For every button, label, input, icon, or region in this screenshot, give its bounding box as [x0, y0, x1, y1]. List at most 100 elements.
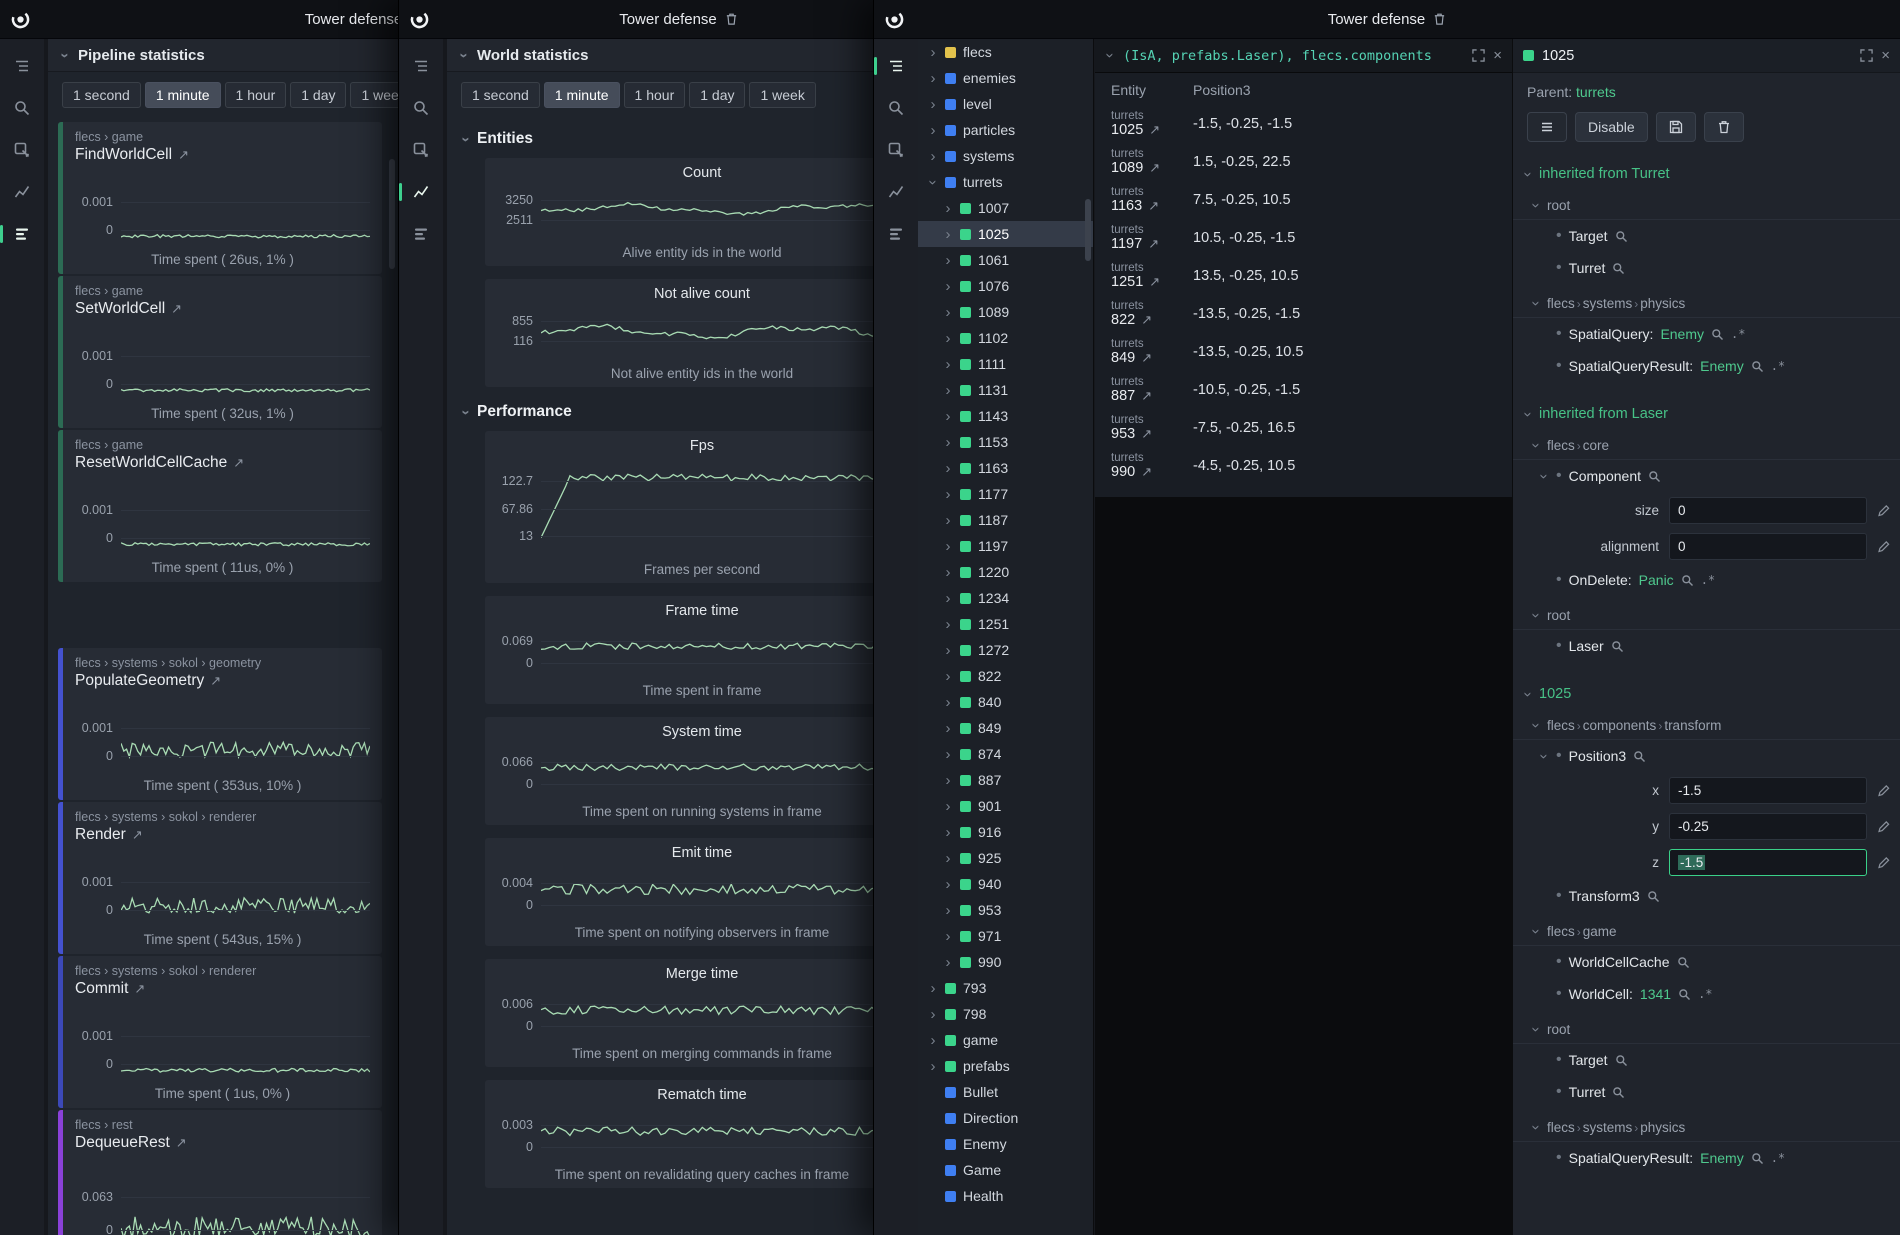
system-name-link[interactable]: PopulateGeometry↗: [75, 672, 370, 690]
entity-link[interactable]: 1197: [1111, 236, 1142, 252]
inspector-section-header[interactable]: › 1025: [1513, 682, 1900, 706]
system-name-link[interactable]: SetWorldCell↗: [75, 300, 370, 318]
search-icon[interactable]: [1751, 1152, 1764, 1165]
chevron-right-icon[interactable]: ›: [943, 747, 953, 762]
tree-item[interactable]: › 990: [918, 949, 1093, 975]
component-value-link[interactable]: Enemy: [1660, 326, 1704, 342]
search-icon[interactable]: [1647, 890, 1660, 903]
chevron-right-icon[interactable]: ›: [943, 201, 953, 216]
component-value-link[interactable]: Enemy: [1700, 358, 1744, 374]
chevron-right-icon[interactable]: ›: [943, 903, 953, 918]
query-result-row[interactable]: turrets 953↗ -7.5, -0.25, 16.5: [1095, 409, 1512, 447]
query-expression[interactable]: (IsA, prefabs.Laser), flecs.components: [1123, 48, 1464, 64]
field-input[interactable]: 0: [1669, 497, 1867, 524]
search-icon[interactable]: [1751, 360, 1764, 373]
component-row[interactable]: › • Component: [1513, 460, 1900, 492]
disable-button[interactable]: Disable: [1575, 112, 1648, 142]
tree-item[interactable]: › 953: [918, 897, 1093, 923]
tree-item[interactable]: › 1111: [918, 351, 1093, 377]
query-result-row[interactable]: turrets 1089↗ 1.5, -0.25, 22.5: [1095, 143, 1512, 181]
inspect-icon[interactable]: [885, 139, 907, 161]
system-name-link[interactable]: Commit↗: [75, 980, 370, 998]
chevron-right-icon[interactable]: ›: [943, 227, 953, 242]
search-icon[interactable]: [1611, 640, 1624, 653]
chart-icon[interactable]: [885, 181, 907, 203]
component-group-header[interactable]: › flecs›components›transform: [1513, 712, 1900, 740]
system-name-link[interactable]: ResetWorldCellCache↗: [75, 454, 370, 472]
search-icon[interactable]: [11, 97, 33, 119]
chevron-right-icon[interactable]: ›: [943, 435, 953, 450]
edit-pencil-icon[interactable]: [1877, 540, 1890, 553]
component-group-header[interactable]: › flecs›systems›physics: [1513, 1114, 1900, 1142]
section-header[interactable]: ›Entities: [461, 130, 923, 148]
tree-item[interactable]: › 793: [918, 975, 1093, 1001]
search-icon[interactable]: [885, 97, 907, 119]
time-range-button[interactable]: 1 second: [461, 82, 540, 108]
chevron-right-icon[interactable]: ›: [943, 513, 953, 528]
tree-item[interactable]: › 1272: [918, 637, 1093, 663]
time-range-button[interactable]: 1 day: [290, 82, 346, 108]
tree-item[interactable]: › 916: [918, 819, 1093, 845]
component-row[interactable]: › • Turret: [1513, 252, 1900, 284]
entity-link[interactable]: 887: [1111, 388, 1135, 404]
component-row[interactable]: › • OnDelete: Panic .*: [1513, 564, 1900, 596]
tree-item[interactable]: › Bullet: [918, 1079, 1093, 1105]
tree-panel-icon[interactable]: [885, 55, 907, 77]
chart-icon[interactable]: [410, 181, 432, 203]
time-range-button[interactable]: 1 minute: [544, 82, 620, 108]
inspector-section-header[interactable]: › inherited from Turret: [1513, 162, 1900, 186]
tree-item[interactable]: › Direction: [918, 1105, 1093, 1131]
chevron-right-icon[interactable]: ›: [943, 799, 953, 814]
tree-panel-icon[interactable]: [11, 55, 33, 77]
field-input[interactable]: -1.5: [1669, 849, 1867, 876]
time-range-button[interactable]: 1 minute: [145, 82, 221, 108]
component-group-header[interactable]: › flecs›game: [1513, 918, 1900, 946]
query-result-row[interactable]: turrets 1251↗ 13.5, -0.25, 10.5: [1095, 257, 1512, 295]
chevron-right-icon[interactable]: ›: [943, 409, 953, 424]
component-group-header[interactable]: › flecs›core: [1513, 432, 1900, 460]
scrollbar-thumb[interactable]: [1085, 199, 1091, 261]
parent-link[interactable]: turrets: [1576, 84, 1616, 100]
chevron-right-icon[interactable]: ›: [943, 279, 953, 294]
tree-item[interactable]: › flecs: [918, 39, 1093, 65]
chevron-right-icon[interactable]: ›: [943, 487, 953, 502]
component-value-link[interactable]: Panic: [1639, 572, 1674, 588]
chevron-down-icon[interactable]: ›: [1103, 51, 1118, 61]
chevron-right-icon[interactable]: ›: [943, 695, 953, 710]
component-value-link[interactable]: Enemy: [1700, 1150, 1744, 1166]
query-result-row[interactable]: turrets 1025↗ -1.5, -0.25, -1.5: [1095, 105, 1512, 143]
tree-item[interactable]: › 925: [918, 845, 1093, 871]
tree-item[interactable]: › enemies: [918, 65, 1093, 91]
query-result-row[interactable]: turrets 1197↗ 10.5, -0.25, -1.5: [1095, 219, 1512, 257]
chevron-right-icon[interactable]: ›: [943, 331, 953, 346]
inspect-icon[interactable]: [11, 139, 33, 161]
expand-icon[interactable]: [1860, 49, 1873, 62]
chevron-right-icon[interactable]: ›: [928, 1033, 938, 1048]
component-row[interactable]: › • Position3: [1513, 740, 1900, 772]
panel-header[interactable]: › World statistics: [447, 39, 929, 72]
entity-link[interactable]: 990: [1111, 464, 1135, 480]
query-result-row[interactable]: turrets 822↗ -13.5, -0.25, -1.5: [1095, 295, 1512, 333]
tree-panel-icon[interactable]: [410, 55, 432, 77]
delete-button[interactable]: [1704, 112, 1744, 142]
component-row[interactable]: › • SpatialQueryResult: Enemy .*: [1513, 350, 1900, 382]
tree-item[interactable]: › 822: [918, 663, 1093, 689]
query-result-row[interactable]: turrets 990↗ -4.5, -0.25, 10.5: [1095, 447, 1512, 485]
search-icon[interactable]: [1615, 1054, 1628, 1067]
tree-item[interactable]: › 1153: [918, 429, 1093, 455]
stats-icon[interactable]: [11, 223, 33, 245]
tree-item[interactable]: › particles: [918, 117, 1093, 143]
tree-item[interactable]: › 1251: [918, 611, 1093, 637]
component-row[interactable]: › • SpatialQuery: Enemy .*: [1513, 318, 1900, 350]
tree-item[interactable]: › 1061: [918, 247, 1093, 273]
tree-item[interactable]: › 1177: [918, 481, 1093, 507]
tree-item[interactable]: › 1234: [918, 585, 1093, 611]
scrollbar-thumb[interactable]: [389, 159, 395, 269]
field-input[interactable]: 0: [1669, 533, 1867, 560]
chevron-right-icon[interactable]: ›: [943, 955, 953, 970]
inspect-icon[interactable]: [410, 139, 432, 161]
chevron-right-icon[interactable]: ›: [928, 1059, 938, 1074]
chevron-right-icon[interactable]: ›: [928, 149, 938, 164]
time-range-button[interactable]: 1 week: [350, 82, 398, 108]
panel-header[interactable]: › Pipeline statistics: [48, 39, 398, 72]
